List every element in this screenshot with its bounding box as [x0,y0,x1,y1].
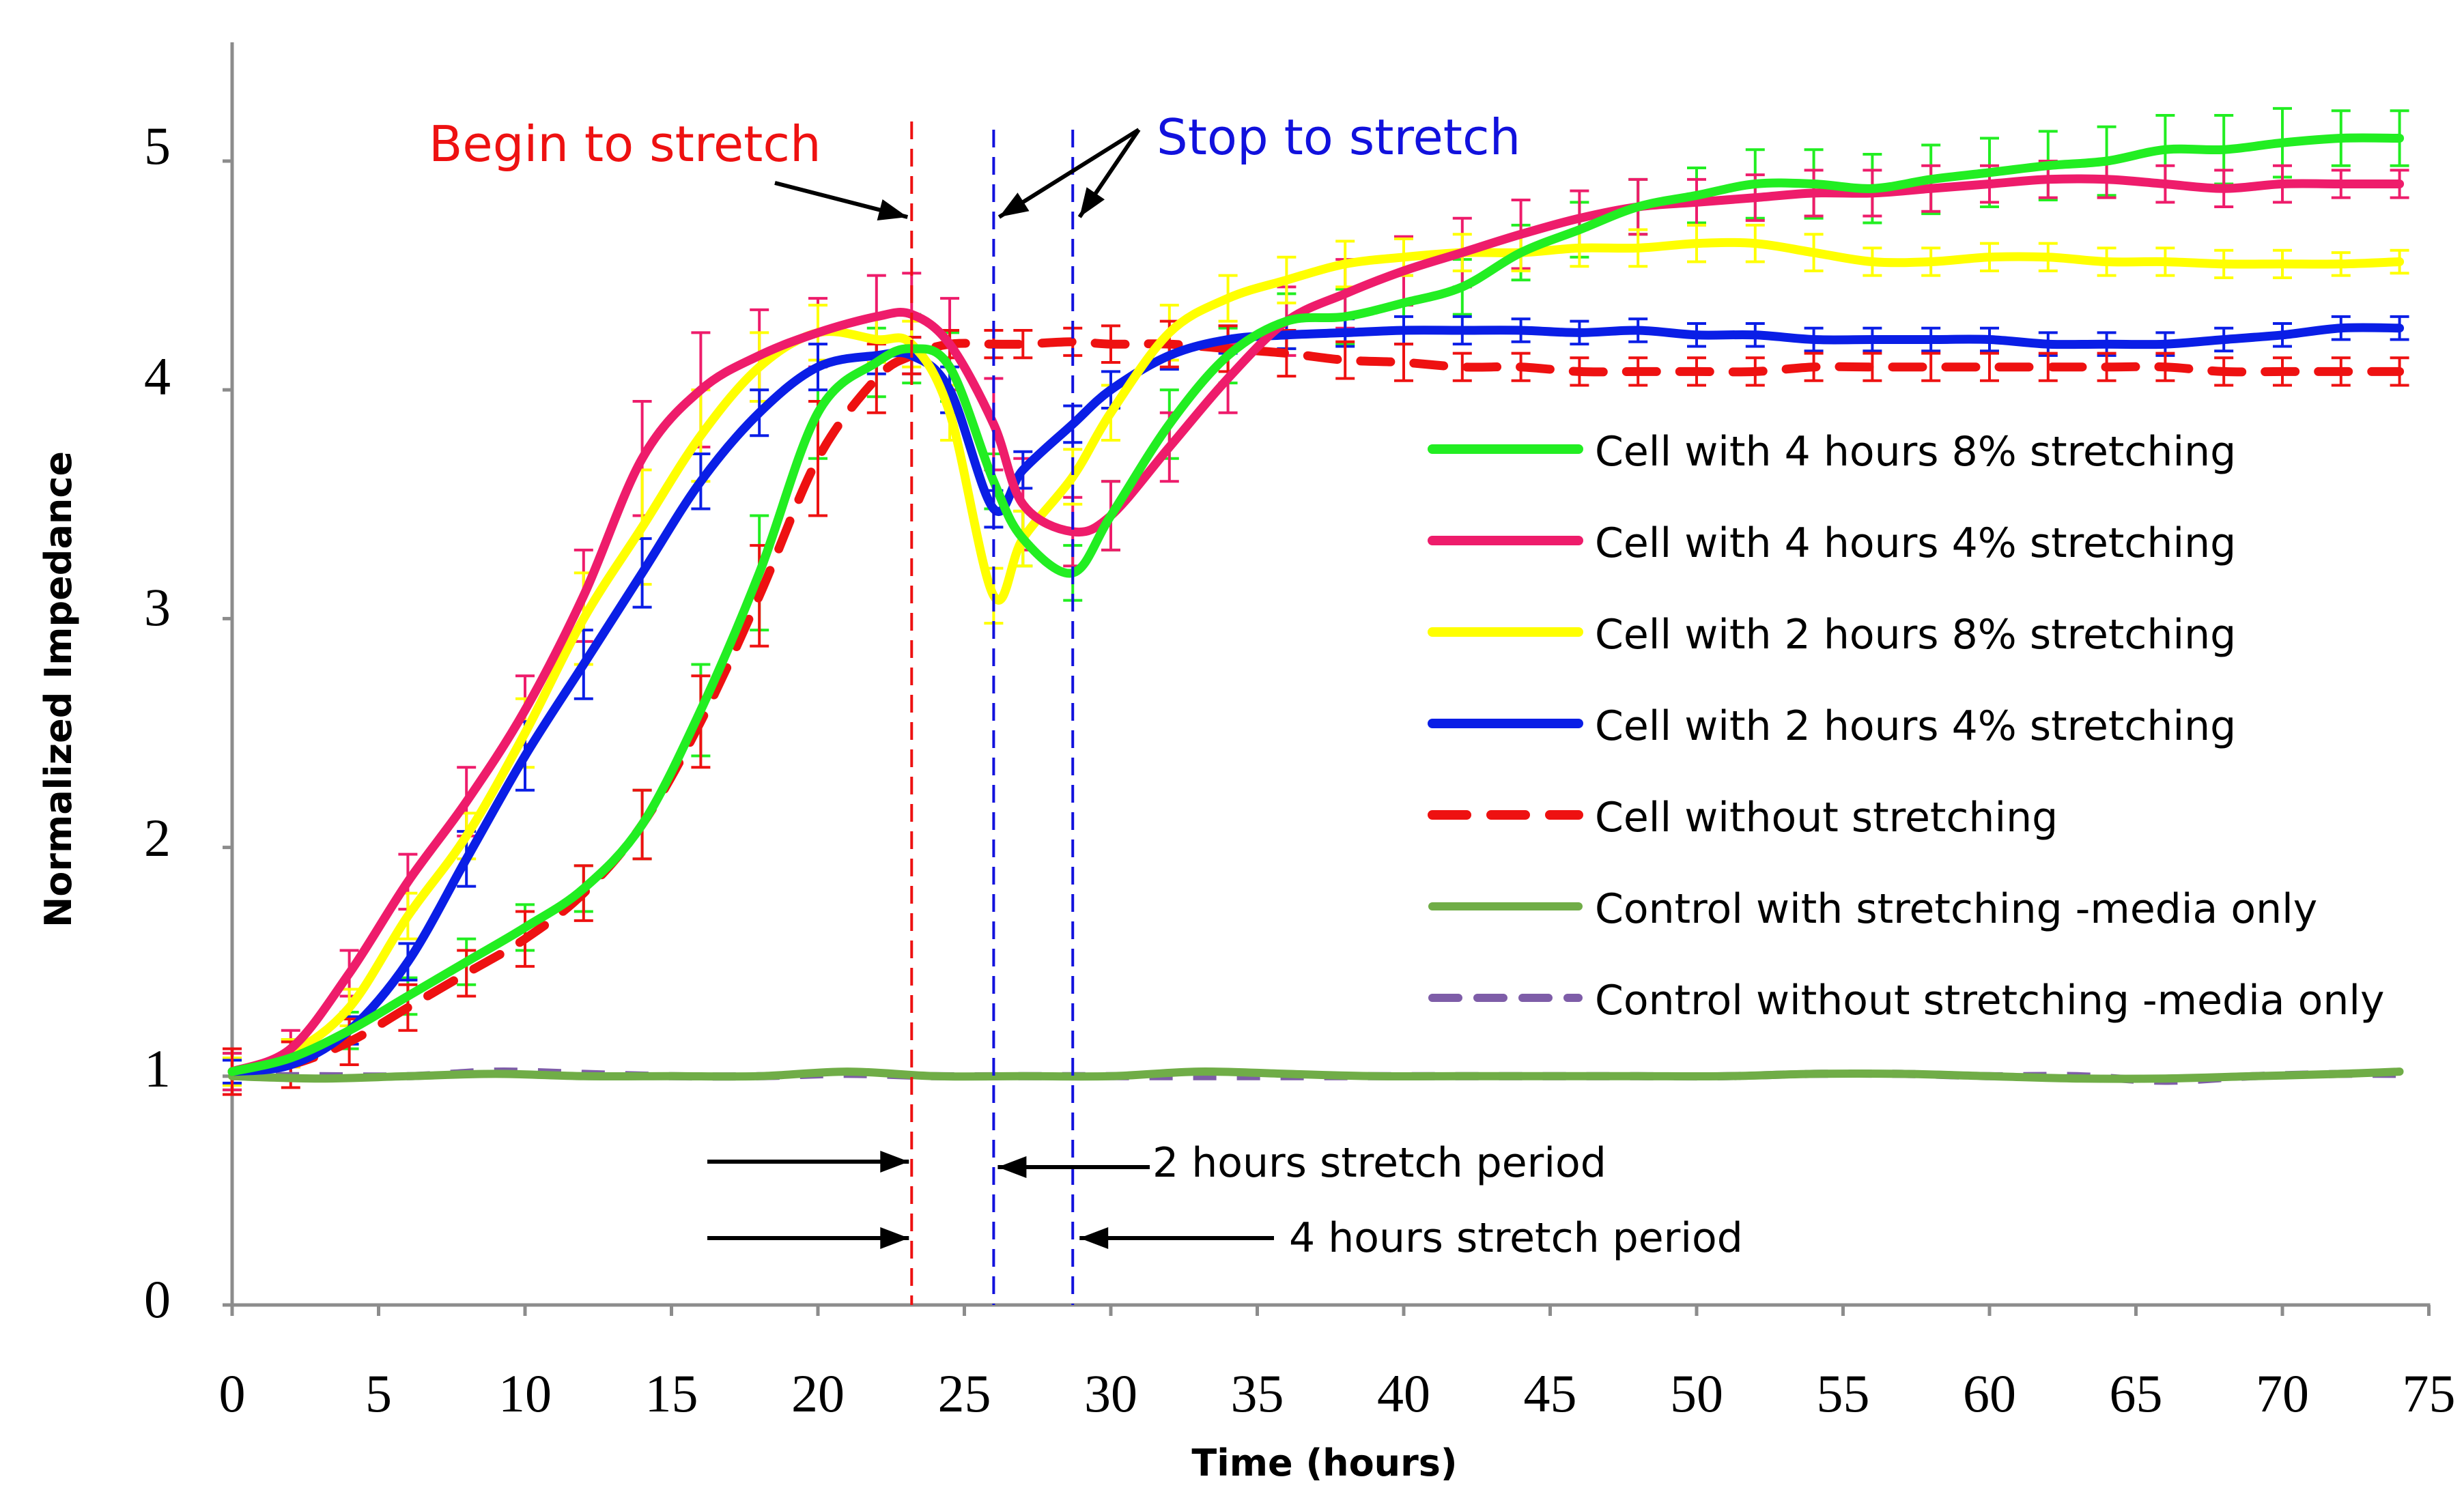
x-axis-title: Time (hours) [1191,1441,1457,1484]
x-tick-labels: 0 5 10 15 20 25 30 35 40 45 50 55 60 65 … [219,1364,2456,1423]
period-4h-label: 4 hours stretch period [1289,1214,1743,1262]
y-tick-label: 4 [144,347,171,406]
x-tick-label: 25 [938,1364,991,1423]
stop-period-arrow-4h-head [1079,1227,1109,1249]
y-tick-label: 0 [144,1269,171,1329]
x-tick-label: 35 [1231,1364,1284,1423]
x-tick-label: 40 [1377,1364,1430,1423]
legend-label: Control without stretching -media only [1595,977,2385,1024]
stop-arrow-4h-head [1079,187,1105,217]
x-tick-label: 65 [2110,1364,2163,1423]
x-tick-label: 60 [1963,1364,2016,1423]
series-line [227,174,2405,1076]
series-line [227,238,2405,1076]
x-tick-label: 70 [2256,1364,2309,1423]
legend-label: Cell with 4 hours 8% stretching [1595,428,2236,476]
legend-label: Cell with 4 hours 4% stretching [1595,519,2236,567]
legend-label: Cell without stretching [1595,794,2058,842]
y-axis-title: Normalized Impedance [37,451,80,928]
begin-stretch-label: Begin to stretch [429,115,821,173]
legend-label: Cell with 2 hours 4% stretching [1595,702,2236,750]
y-tick-labels: 0 1 2 3 4 5 [144,116,171,1329]
plot-area [223,42,2431,1316]
period-2h-label: 2 hours stretch period [1152,1139,1606,1187]
x-tick-label: 20 [791,1364,845,1423]
x-tick-label: 15 [645,1364,698,1423]
x-tick-label: 75 [2403,1364,2456,1423]
begin-period-arrow-2h-head [880,1151,909,1173]
series-line [227,133,2405,1076]
legend: Cell with 4 hours 8% stretching Cell wit… [1595,428,2385,1024]
series-line [227,323,2405,1076]
legend-label: Control with stretching -media only [1595,885,2317,933]
x-tick-label: 55 [1817,1364,1870,1423]
x-tick-label: 10 [498,1364,552,1423]
x-tick-label: 0 [219,1364,246,1423]
y-tick-label: 2 [144,808,171,867]
series-line [228,1067,2404,1083]
x-tick-label: 50 [1670,1364,1723,1423]
y-tick-label: 3 [144,577,171,637]
y-tick-label: 1 [144,1039,171,1098]
begin-arrow-head [877,199,908,220]
stop-period-arrow-2h-head [997,1156,1027,1178]
x-tick-label: 45 [1524,1364,1577,1423]
legend-label: Cell with 2 hours 8% stretching [1595,611,2236,659]
x-tick-label: 30 [1084,1364,1137,1423]
stop-arrow-2h-head [999,192,1030,217]
begin-period-arrow-4h-head [880,1227,909,1249]
x-tick-label: 5 [365,1364,392,1423]
y-tick-label: 5 [144,116,171,175]
stop-stretch-label: Stop to stretch [1157,109,1520,166]
